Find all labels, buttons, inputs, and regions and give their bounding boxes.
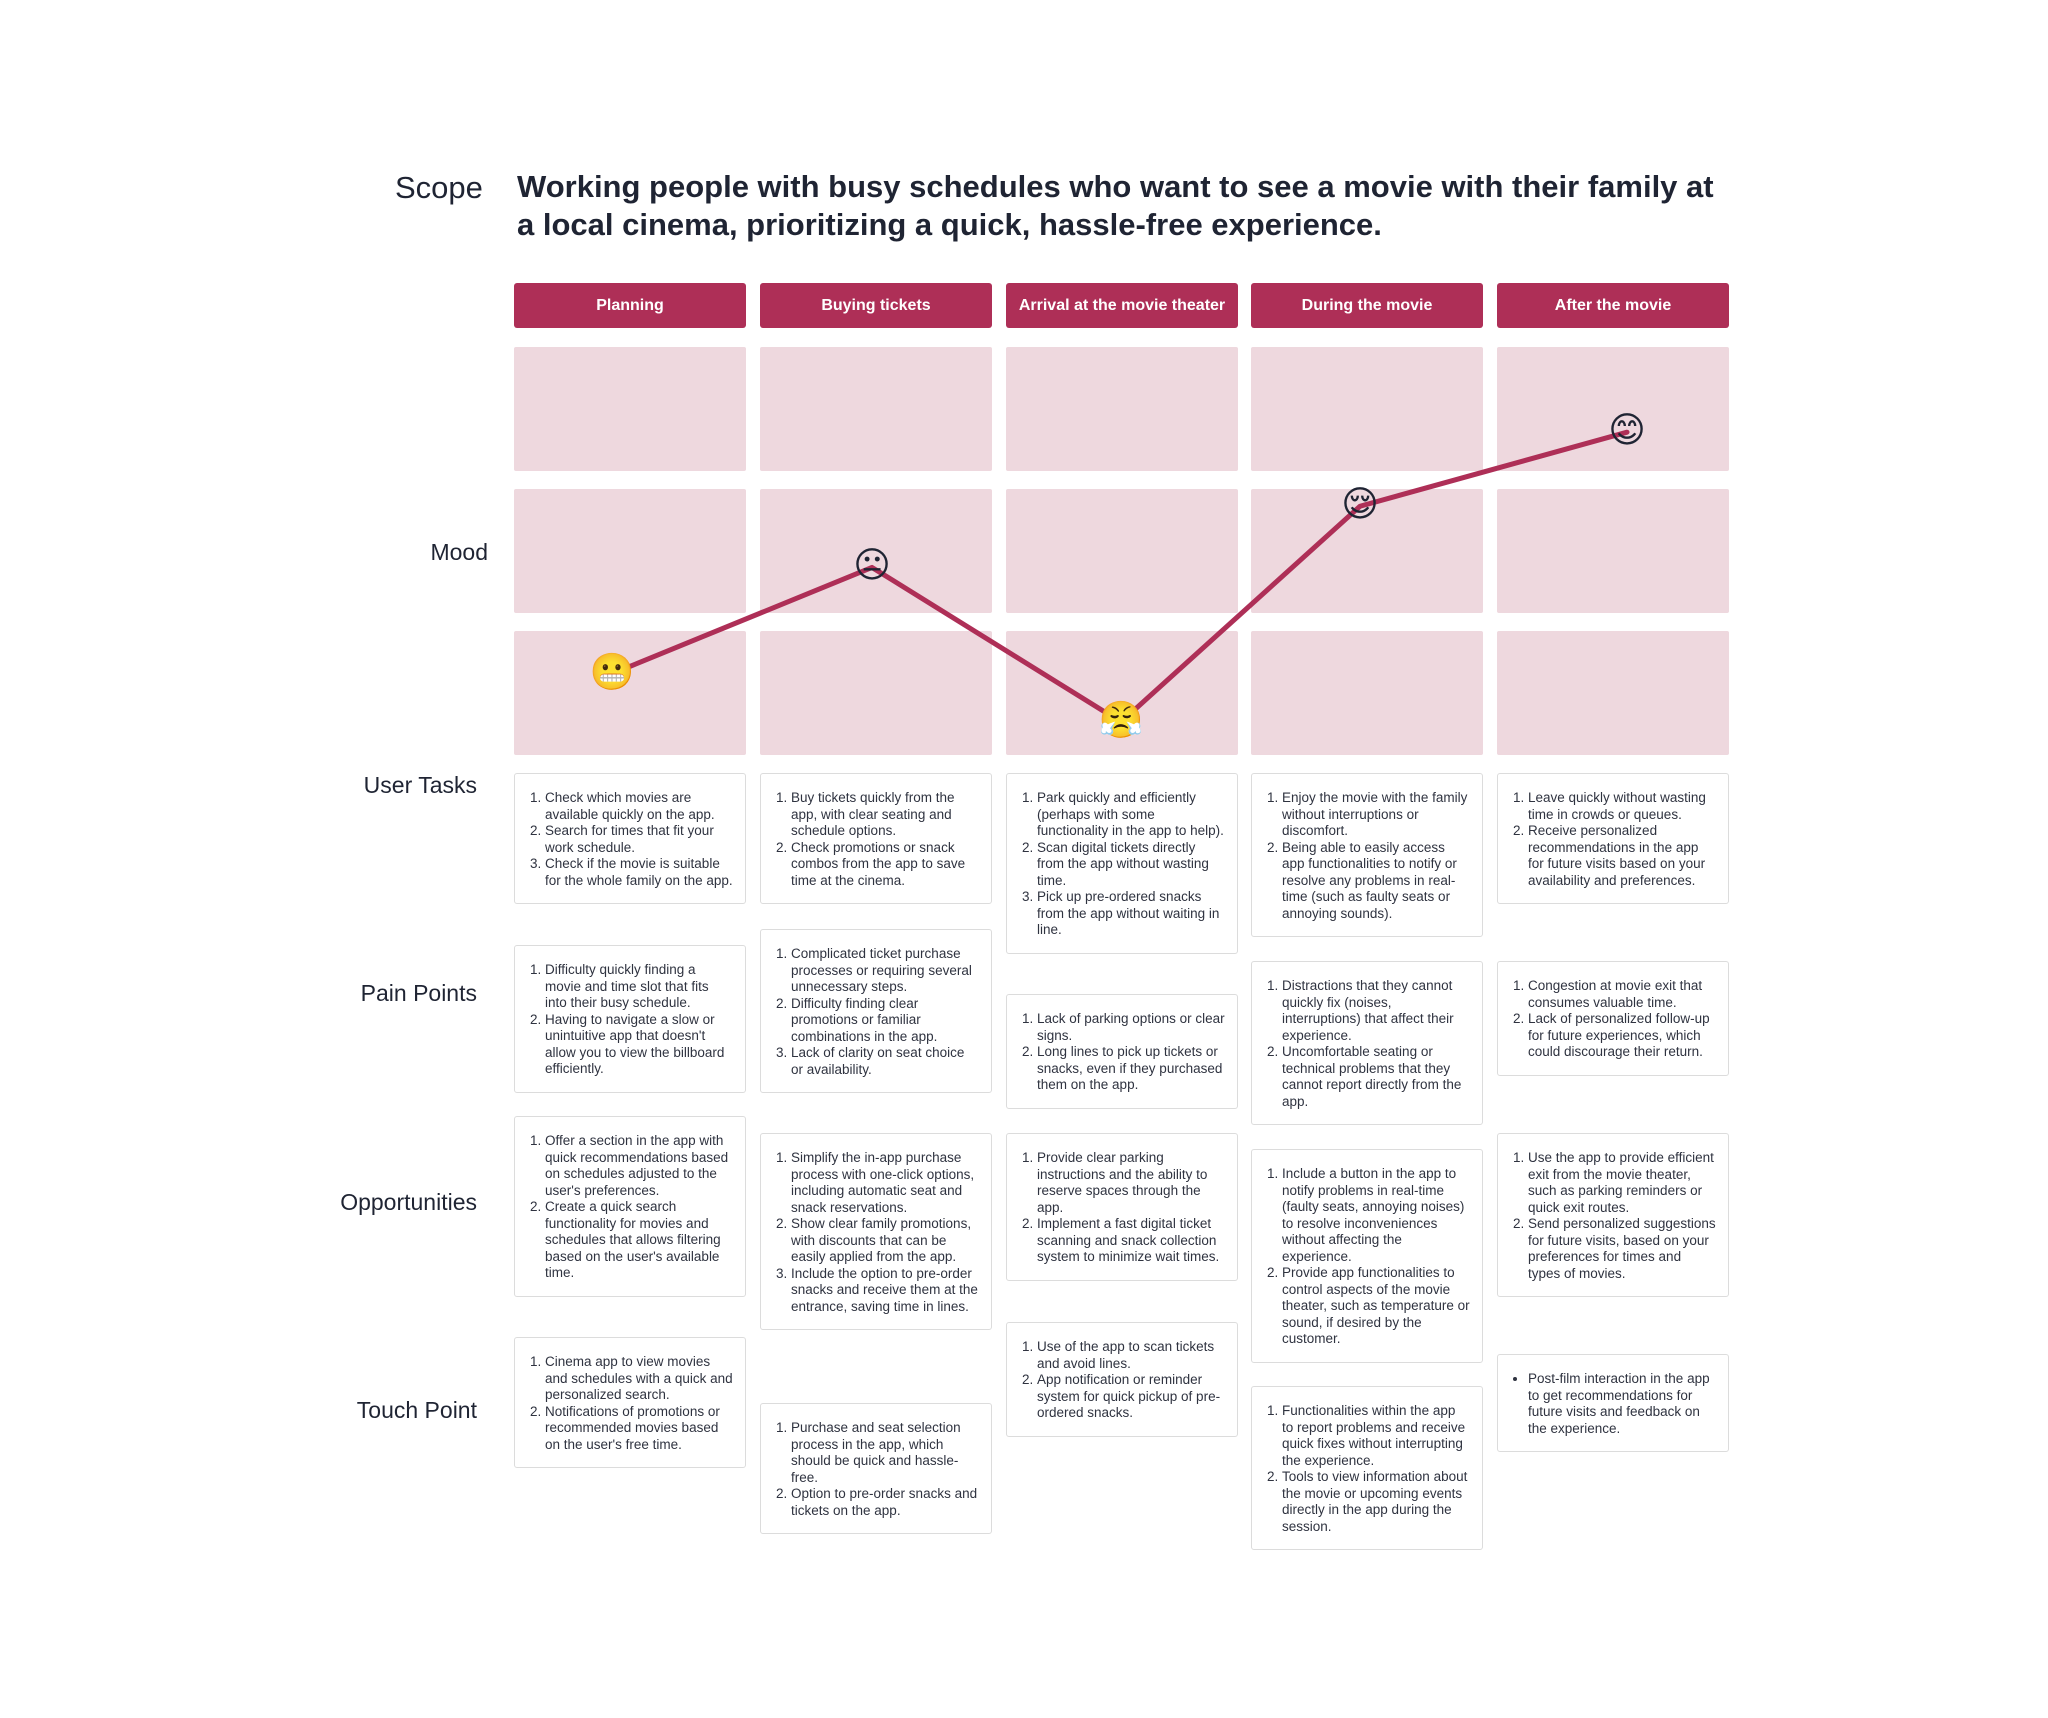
list-item: Simplify the in-app purchase process wit… — [791, 1150, 979, 1216]
mood-cell — [1251, 489, 1483, 613]
list-item: Option to pre-order snacks and tickets o… — [791, 1486, 979, 1519]
card-arrival-opportunities: Provide clear parking instructions and t… — [1006, 1133, 1238, 1281]
list-item: Long lines to pick up tickets or snacks,… — [1037, 1044, 1225, 1094]
list-item: Purchase and seat selection process in t… — [791, 1420, 979, 1486]
mood-cell — [514, 347, 746, 471]
mood-cell — [1006, 347, 1238, 471]
card-arrival-user-tasks: Park quickly and efficiently (perhaps wi… — [1006, 773, 1238, 954]
mood-cell — [760, 347, 992, 471]
row-label-mood: Mood — [430, 539, 488, 565]
list-item: Show clear family promotions, with disco… — [791, 1216, 979, 1266]
mood-cell — [1497, 347, 1729, 471]
smiling-face-icon: 😊 — [1608, 410, 1646, 452]
list-item: Scan digital tickets directly from the a… — [1037, 840, 1225, 890]
mood-cell — [760, 631, 992, 755]
list-item: Park quickly and efficiently (perhaps wi… — [1037, 790, 1225, 840]
angry-face-icon: 😤 — [1098, 700, 1144, 741]
row-label-touch-point: Touch Point — [356, 1397, 477, 1423]
list-item: Buy tickets quickly from the app, with c… — [791, 790, 979, 840]
list-item: Receive personalized recommendations in … — [1528, 823, 1716, 889]
list-item: Check promotions or snack combos from th… — [791, 840, 979, 890]
list-item: Leave quickly without wasting time in cr… — [1528, 790, 1716, 823]
relieved-face-icon: 😌 — [1341, 484, 1379, 526]
stage-header-planning: Planning — [514, 283, 746, 328]
scope-description: Working people with busy schedules who w… — [517, 169, 1714, 242]
mood-cell — [514, 631, 746, 755]
list-item: Difficulty quickly finding a movie and t… — [545, 962, 733, 1012]
stage-header-buying-tickets: Buying tickets — [760, 283, 992, 328]
card-during-pain-points: Distractions that they cannot quickly fi… — [1251, 961, 1483, 1125]
card-after-pain-points: Congestion at movie exit that consumes v… — [1497, 961, 1729, 1076]
mood-cell — [1006, 489, 1238, 613]
list-item: App notification or reminder system for … — [1037, 1372, 1225, 1422]
card-planning-opportunities: Offer a section in the app with quick re… — [514, 1116, 746, 1297]
mood-cell — [760, 489, 992, 613]
card-during-touch-point: Functionalities within the app to report… — [1251, 1386, 1483, 1550]
list-item: Include a button in the app to notify pr… — [1282, 1166, 1470, 1265]
list-item: Check which movies are available quickly… — [545, 790, 733, 823]
mood-cell — [1497, 489, 1729, 613]
neutral-face-icon: 😐 — [853, 545, 891, 587]
list-item: Distractions that they cannot quickly fi… — [1282, 978, 1470, 1044]
list-item: Provide clear parking instructions and t… — [1037, 1150, 1225, 1216]
list-item: Use of the app to scan tickets and avoid… — [1037, 1339, 1225, 1372]
mood-cell — [1251, 631, 1483, 755]
list-item: Enjoy the movie with the family without … — [1282, 790, 1470, 840]
mood-cell — [1251, 347, 1483, 471]
list-item: Complicated ticket purchase processes or… — [791, 946, 979, 996]
list-item: Pick up pre-ordered snacks from the app … — [1037, 889, 1225, 939]
stage-header-after-movie: After the movie — [1497, 283, 1729, 328]
list-item: Implement a fast digital ticket scanning… — [1037, 1216, 1225, 1266]
list-item: Check if the movie is suitable for the w… — [545, 856, 733, 889]
card-planning-user-tasks: Check which movies are available quickly… — [514, 773, 746, 904]
card-after-user-tasks: Leave quickly without wasting time in cr… — [1497, 773, 1729, 904]
card-buying-opportunities: Simplify the in-app purchase process wit… — [760, 1133, 992, 1330]
list-item: Use the app to provide efficient exit fr… — [1528, 1150, 1716, 1216]
card-during-opportunities: Include a button in the app to notify pr… — [1251, 1149, 1483, 1363]
stage-header-during-movie: During the movie — [1251, 283, 1483, 328]
list-item: Send personalized suggestions for future… — [1528, 1216, 1716, 1282]
card-arrival-touch-point: Use of the app to scan tickets and avoid… — [1006, 1322, 1238, 1437]
card-planning-pain-points: Difficulty quickly finding a movie and t… — [514, 945, 746, 1093]
card-after-touch-point: Post-film interaction in the app to get … — [1497, 1354, 1729, 1452]
list-item: Search for times that fit your work sche… — [545, 823, 733, 856]
list-item: Being able to easily access app function… — [1282, 840, 1470, 923]
list-item: Having to navigate a slow or unintuitive… — [545, 1012, 733, 1078]
row-label-opportunities: Opportunities — [340, 1189, 477, 1215]
list-item: Difficulty finding clear promotions or f… — [791, 996, 979, 1046]
list-item: Congestion at movie exit that consumes v… — [1528, 978, 1716, 1011]
list-item: Provide app functionalities to control a… — [1282, 1265, 1470, 1348]
list-item: Lack of personalized follow-up for futur… — [1528, 1011, 1716, 1061]
list-item: Lack of parking options or clear signs. — [1037, 1011, 1225, 1044]
list-item: Functionalities within the app to report… — [1282, 1403, 1470, 1469]
card-buying-pain-points: Complicated ticket purchase processes or… — [760, 929, 992, 1093]
list-item: Offer a section in the app with quick re… — [545, 1133, 733, 1199]
mood-cell — [514, 489, 746, 613]
grimacing-face-icon: 😬 — [589, 651, 635, 693]
list-item: Tools to view information about the movi… — [1282, 1469, 1470, 1535]
list-item: Cinema app to view movies and schedules … — [545, 1354, 733, 1404]
mood-cell — [1497, 631, 1729, 755]
list-item: Uncomfortable seating or technical probl… — [1282, 1044, 1470, 1110]
list-item: Post-film interaction in the app to get … — [1528, 1371, 1716, 1437]
list-item: Lack of clarity on seat choice or availa… — [791, 1045, 979, 1078]
card-buying-touch-point: Purchase and seat selection process in t… — [760, 1403, 992, 1534]
card-after-opportunities: Use the app to provide efficient exit fr… — [1497, 1133, 1729, 1297]
row-label-user-tasks: User Tasks — [363, 772, 477, 798]
list-item: Create a quick search functionality for … — [545, 1199, 733, 1282]
card-arrival-pain-points: Lack of parking options or clear signs.L… — [1006, 994, 1238, 1109]
scope-label: Scope — [395, 170, 483, 205]
list-item: Include the option to pre-order snacks a… — [791, 1266, 979, 1316]
mood-curve — [609, 429, 1630, 725]
row-label-pain-points: Pain Points — [360, 980, 477, 1006]
card-planning-touch-point: Cinema app to view movies and schedules … — [514, 1337, 746, 1468]
card-during-user-tasks: Enjoy the movie with the family without … — [1251, 773, 1483, 937]
card-buying-user-tasks: Buy tickets quickly from the app, with c… — [760, 773, 992, 904]
stage-header-arrival: Arrival at the movie theater — [1006, 283, 1238, 328]
list-item: Notifications of promotions or recommend… — [545, 1404, 733, 1454]
